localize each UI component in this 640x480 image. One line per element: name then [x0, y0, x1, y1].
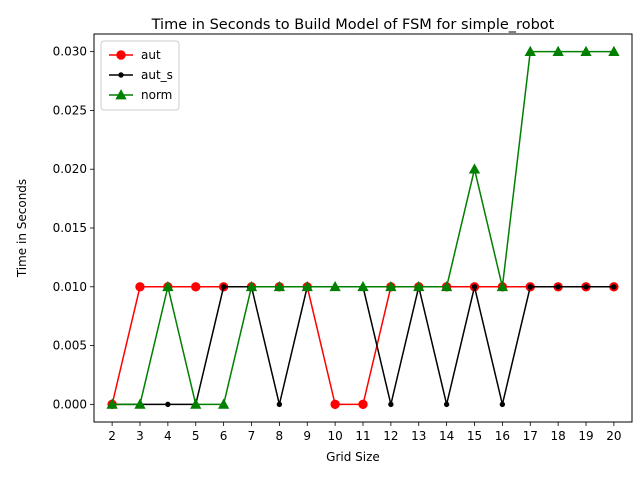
x-tick-label: 2 — [108, 429, 116, 443]
x-tick-label: 4 — [164, 429, 172, 443]
data-point-norm — [357, 280, 369, 292]
x-tick-label: 19 — [578, 429, 593, 443]
x-axis-label: Grid Size — [326, 450, 380, 464]
x-tick-label: 9 — [303, 429, 311, 443]
data-point-aut_s — [165, 401, 171, 408]
y-tick-label: 0.010 — [53, 280, 87, 294]
legend-label: aut_s — [141, 68, 173, 82]
x-tick-label: 15 — [467, 429, 482, 443]
data-point-aut_s — [583, 284, 589, 290]
legend-label: norm — [141, 88, 172, 102]
x-tick-label: 14 — [439, 429, 454, 443]
x-tick-label: 12 — [383, 429, 398, 443]
data-point-aut — [191, 282, 201, 292]
data-point-aut — [135, 282, 145, 292]
data-point-aut_s — [471, 284, 478, 290]
x-tick-label: 17 — [523, 429, 538, 443]
data-point-aut — [330, 399, 340, 410]
legend-marker — [115, 89, 127, 100]
x-tick-label: 10 — [327, 429, 342, 443]
x-axis: 2 3 4 5 6 7 8 9 10 11 12 13 14 15 16 17 18 19 20 — [108, 422, 622, 443]
data-point-norm — [440, 280, 453, 292]
x-tick-label: 7 — [248, 429, 256, 443]
series-line-aut — [111, 286, 614, 406]
data-point-norm — [106, 398, 118, 409]
x-tick-label: 18 — [550, 429, 565, 443]
data-point-norm — [217, 398, 230, 409]
y-axis-label: Time in Seconds — [15, 179, 29, 278]
x-tick-label: 3 — [136, 429, 144, 443]
data-point-norm — [329, 280, 341, 292]
y-tick-label: 0.005 — [53, 339, 87, 353]
data-point-norm — [162, 280, 174, 292]
data-point-norm — [552, 45, 564, 56]
series-line-aut_s — [112, 286, 614, 406]
x-tick-label: 6 — [220, 429, 228, 443]
y-tick-label: 0.000 — [53, 397, 87, 411]
legend-marker — [118, 72, 124, 78]
series-aut_s — [109, 284, 617, 408]
data-point-aut_s — [220, 284, 227, 290]
data-point-aut_s — [555, 284, 561, 290]
data-point-aut_s — [276, 401, 283, 408]
legend-item-aut: aut — [109, 48, 161, 62]
x-tick-label: 5 — [192, 429, 200, 443]
data-point-norm — [580, 45, 592, 56]
x-tick-label: 20 — [606, 429, 621, 443]
chart-title: Time in Seconds to Build Model of FSM fo… — [151, 17, 555, 33]
data-point-norm — [301, 280, 313, 292]
data-point-norm — [190, 398, 202, 409]
data-point-aut_s — [611, 284, 617, 290]
y-tick-label: 0.030 — [53, 45, 87, 59]
legend-marker — [116, 50, 126, 60]
x-tick-label: 8 — [276, 429, 284, 443]
data-point-norm — [385, 280, 397, 292]
y-tick-label: 0.025 — [53, 103, 87, 117]
data-point-norm — [468, 163, 481, 174]
data-point-norm — [273, 280, 286, 292]
y-tick-label: 0.020 — [53, 162, 87, 176]
data-point-norm — [413, 280, 425, 292]
series-norm — [106, 45, 620, 409]
legend-item-aut_s: aut_s — [109, 68, 173, 82]
data-point-aut_s — [527, 284, 533, 290]
series-layer — [106, 45, 620, 410]
data-point-aut_s — [499, 401, 506, 408]
data-point-aut — [358, 399, 368, 410]
data-point-norm — [134, 398, 146, 409]
data-point-norm — [608, 45, 620, 56]
series-line-norm — [112, 50, 614, 406]
data-point-norm — [496, 280, 509, 292]
x-tick-label: 11 — [355, 429, 370, 443]
data-point-aut_s — [443, 401, 450, 408]
plot-frame — [93, 33, 633, 423]
y-tick-label: 0.015 — [53, 221, 87, 235]
y-axis: 0.000 0.005 0.010 0.015 0.020 0.025 0.030 — [53, 45, 94, 411]
legend-label: aut — [141, 48, 161, 62]
data-point-norm — [245, 280, 258, 292]
data-point-norm — [524, 45, 536, 56]
data-point-aut_s — [388, 401, 394, 408]
x-tick-label: 13 — [411, 429, 426, 443]
series-aut — [107, 282, 619, 410]
legend-item-norm: norm — [109, 88, 172, 102]
x-tick-label: 16 — [495, 429, 510, 443]
